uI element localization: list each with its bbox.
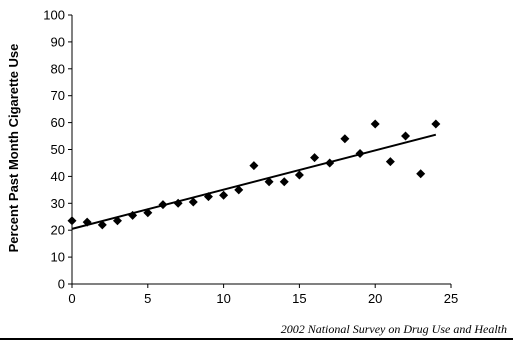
data-point [310,153,320,163]
data-point [128,210,138,220]
data-point [401,131,411,141]
data-point [325,158,335,168]
data-points [67,119,441,230]
data-point [431,119,441,129]
data-point [188,197,198,207]
data-point [340,134,350,144]
data-point [67,216,77,226]
x-tick-label: 10 [216,291,230,306]
x-tick-label: 0 [68,291,75,306]
x-tick-label: 15 [292,291,306,306]
data-point [203,192,213,202]
data-point [370,119,380,129]
data-point [173,198,183,208]
trendline [71,133,437,230]
y-tick-label: 70 [51,88,65,103]
data-point [234,185,244,195]
x-tick-label: 25 [444,291,458,306]
source-note: 2002 National Survey on Drug Use and Hea… [281,322,507,336]
data-point [385,157,395,167]
data-point [97,220,107,230]
y-tick-label: 90 [51,34,65,49]
y-axis-label: Percent Past Month Cigarette Use [6,44,21,253]
data-point [294,170,304,180]
x-axis-ticks: 0 5 10 15 20 25 [68,284,458,306]
data-point [158,200,168,210]
y-tick-label: 30 [51,196,65,211]
x-tick-label: 5 [144,291,151,306]
y-axis-ticks: 0 10 20 30 40 50 60 70 80 90 100 [43,8,72,292]
y-tick-label: 0 [58,277,65,292]
data-point [416,169,426,179]
y-tick-label: 20 [51,223,65,238]
data-point [219,190,229,200]
data-point [249,161,259,171]
y-tick-label: 100 [43,8,65,23]
y-tick-label: 80 [51,61,65,76]
y-tick-label: 60 [51,115,65,130]
data-point [279,177,289,187]
data-point [264,177,274,187]
data-point [82,217,92,227]
y-tick-label: 40 [51,169,65,184]
data-point [143,208,153,218]
data-point [355,149,365,159]
y-tick-label: 10 [51,250,65,265]
y-tick-label: 50 [51,142,65,157]
data-point [112,216,122,226]
x-tick-label: 20 [368,291,382,306]
